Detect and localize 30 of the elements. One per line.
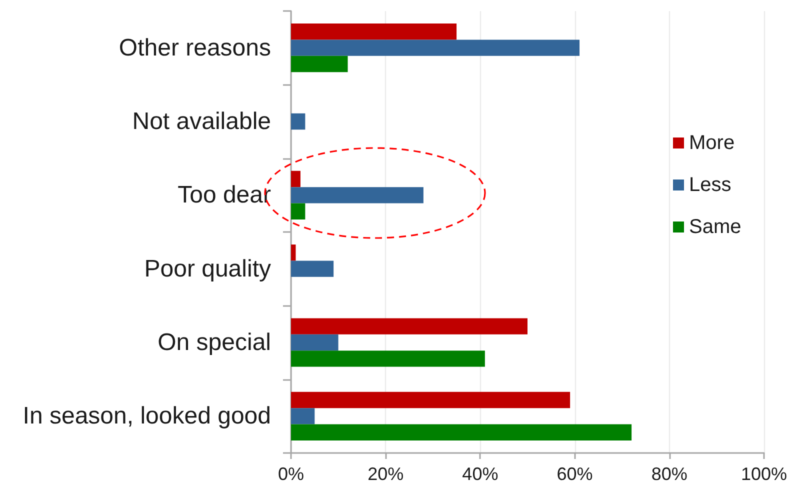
legend-label: Same [689,216,742,238]
bar [291,350,485,367]
bar [291,56,348,72]
legend-label: Less [689,174,732,196]
bar [291,40,580,56]
legend-label: More [689,132,735,154]
x-tick-label: 60% [556,464,593,484]
bar [291,260,334,277]
x-tick-label: 80% [651,464,688,484]
y-tick-label: Not available [132,108,271,135]
y-tick-label: In season, looked good [22,402,271,430]
y-tick-label: Too dear [178,182,271,209]
bar [291,424,632,440]
bar [291,170,300,188]
x-tick-label: 0% [278,464,304,484]
bar [291,113,306,130]
y-tick-label: Poor quality [144,255,271,282]
x-tick-label: 20% [368,464,404,484]
y-tick-label: Other reasons [118,34,271,62]
x-tick-label: 100% [740,464,788,484]
bar [291,318,528,334]
bar [291,203,306,220]
bar [291,392,570,408]
bar [291,244,296,261]
bar [291,408,315,424]
x-tick-label: 40% [462,464,498,484]
bar [291,334,338,351]
bar [291,24,457,40]
y-tick-label: On special [158,329,271,356]
bar [291,187,424,204]
